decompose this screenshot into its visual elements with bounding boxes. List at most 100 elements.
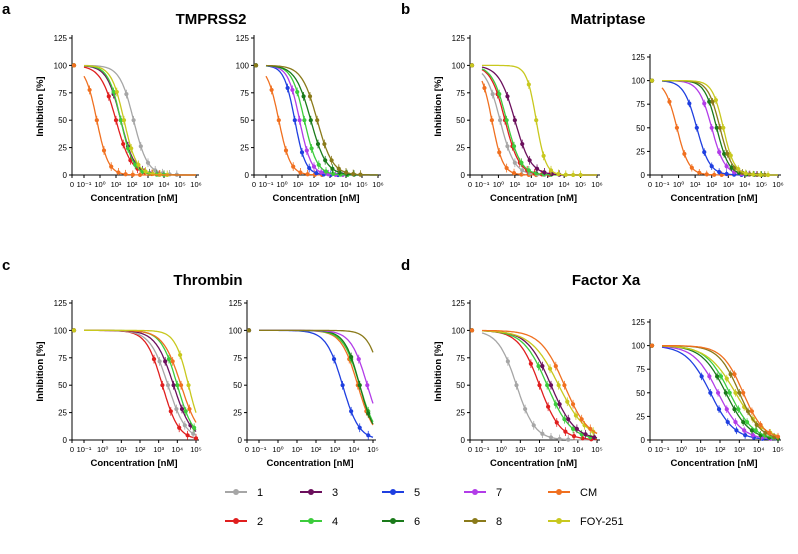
curve-5 bbox=[259, 329, 374, 438]
data-point bbox=[519, 160, 524, 165]
data-point bbox=[715, 390, 721, 395]
x-tick-label: 10⁴ bbox=[572, 445, 584, 454]
data-point bbox=[712, 172, 717, 177]
data-point bbox=[707, 99, 712, 104]
legend-marker bbox=[233, 518, 239, 524]
data-point bbox=[732, 407, 737, 412]
data-point bbox=[528, 361, 533, 366]
data-point bbox=[179, 406, 185, 412]
data-point bbox=[548, 435, 554, 440]
panel-letter-d: d bbox=[401, 257, 410, 274]
data-point bbox=[571, 434, 577, 439]
panel-letter-b: b bbox=[401, 1, 410, 18]
x-tick-label: 10⁰ bbox=[97, 445, 108, 454]
data-point bbox=[131, 118, 136, 123]
series-CM bbox=[649, 343, 781, 440]
y-tick-label: 100 bbox=[229, 326, 243, 335]
data-point bbox=[674, 125, 680, 130]
x-tick-label: 10⁰ bbox=[276, 180, 287, 189]
curve-8 bbox=[265, 64, 378, 176]
data-point bbox=[570, 402, 576, 407]
data-point bbox=[253, 63, 259, 68]
data-point bbox=[302, 118, 307, 123]
data-point bbox=[573, 413, 579, 418]
x-tick-label: 10² bbox=[715, 445, 726, 454]
x-tick-label: 10¹ bbox=[509, 180, 520, 189]
data-point bbox=[246, 328, 252, 333]
x-tick-label: 10⁶ bbox=[372, 180, 383, 189]
x-tick-label: 10⁻¹ bbox=[475, 180, 490, 189]
series-CM bbox=[246, 328, 374, 426]
y-tick-label: 0 bbox=[461, 171, 466, 180]
x-tick-label: 10⁴ bbox=[753, 445, 765, 454]
data-point bbox=[723, 390, 728, 395]
legend-label: 5 bbox=[414, 487, 420, 499]
data-point bbox=[531, 423, 536, 428]
data-point bbox=[579, 417, 584, 422]
data-point bbox=[553, 364, 558, 369]
x-tick-label: 10⁻¹ bbox=[77, 180, 92, 189]
curve-8 bbox=[259, 329, 374, 353]
legend: 1 3 5 7 CM 2 4 6 8 FOY-251 bbox=[225, 487, 624, 528]
data-point bbox=[536, 364, 541, 369]
x-tick-label: 10⁻¹ bbox=[655, 445, 670, 454]
legend-item-4: 4 bbox=[300, 516, 338, 528]
data-point bbox=[109, 164, 114, 169]
x-tick-label: 10⁻¹ bbox=[259, 180, 274, 189]
x-axis-label: Concentration [nM] bbox=[670, 193, 757, 204]
data-point bbox=[512, 118, 517, 123]
x-tick-label: 0 bbox=[468, 180, 472, 189]
data-point bbox=[534, 166, 540, 171]
x-tick-label: 10² bbox=[526, 180, 537, 189]
data-point bbox=[557, 436, 562, 442]
x-axis-label: Concentration [nM] bbox=[670, 458, 757, 469]
y-axis-label: Inhibition [%] bbox=[35, 76, 46, 136]
series-FOY-251 bbox=[71, 328, 197, 413]
data-point bbox=[316, 162, 321, 167]
legend-label: CM bbox=[580, 487, 597, 499]
x-tick-label: 10⁵ bbox=[772, 445, 783, 454]
data-point bbox=[178, 352, 183, 358]
y-tick-label: 75 bbox=[636, 100, 645, 109]
data-point bbox=[727, 390, 732, 395]
x-tick-label: 10⁴ bbox=[172, 445, 184, 454]
curve-FOY-251 bbox=[84, 64, 196, 176]
x-tick-label: 10⁵ bbox=[756, 180, 767, 189]
x-tick-label: 10³ bbox=[734, 445, 745, 454]
data-point bbox=[166, 357, 172, 362]
data-point bbox=[114, 89, 119, 95]
legend-item-6: 6 bbox=[382, 516, 420, 528]
data-point bbox=[520, 141, 525, 147]
x-axis-label: Concentration [nM] bbox=[490, 193, 577, 204]
y-tick-label: 75 bbox=[456, 354, 465, 363]
y-axis-label: Inhibition [%] bbox=[433, 76, 444, 136]
data-point bbox=[71, 63, 77, 68]
data-point bbox=[183, 409, 188, 414]
series-5 bbox=[246, 328, 374, 440]
x-tick-label: 10⁵ bbox=[367, 445, 378, 454]
data-point bbox=[763, 430, 768, 435]
curve-FOY-251 bbox=[481, 330, 598, 435]
data-point bbox=[562, 417, 567, 422]
series-CM bbox=[469, 63, 597, 178]
data-point bbox=[707, 374, 712, 379]
legend-item-FOY-251: FOY-251 bbox=[548, 516, 624, 528]
x-tick-label: 10² bbox=[135, 445, 146, 454]
data-point bbox=[566, 417, 571, 422]
curve-3 bbox=[83, 65, 196, 176]
data-point bbox=[175, 383, 180, 388]
data-point bbox=[546, 404, 551, 409]
data-point bbox=[514, 383, 519, 388]
data-point bbox=[697, 170, 702, 175]
data-point bbox=[185, 433, 190, 438]
data-point bbox=[724, 164, 729, 169]
y-tick-label: 25 bbox=[58, 144, 67, 153]
y-tick-label: 25 bbox=[636, 412, 645, 421]
legend-marker bbox=[472, 518, 478, 524]
data-point bbox=[667, 99, 672, 104]
x-tick-label: 0 bbox=[648, 445, 652, 454]
curve-1 bbox=[481, 73, 597, 176]
data-point bbox=[193, 436, 199, 441]
y-tick-label: 50 bbox=[58, 116, 67, 125]
data-point bbox=[290, 87, 295, 93]
